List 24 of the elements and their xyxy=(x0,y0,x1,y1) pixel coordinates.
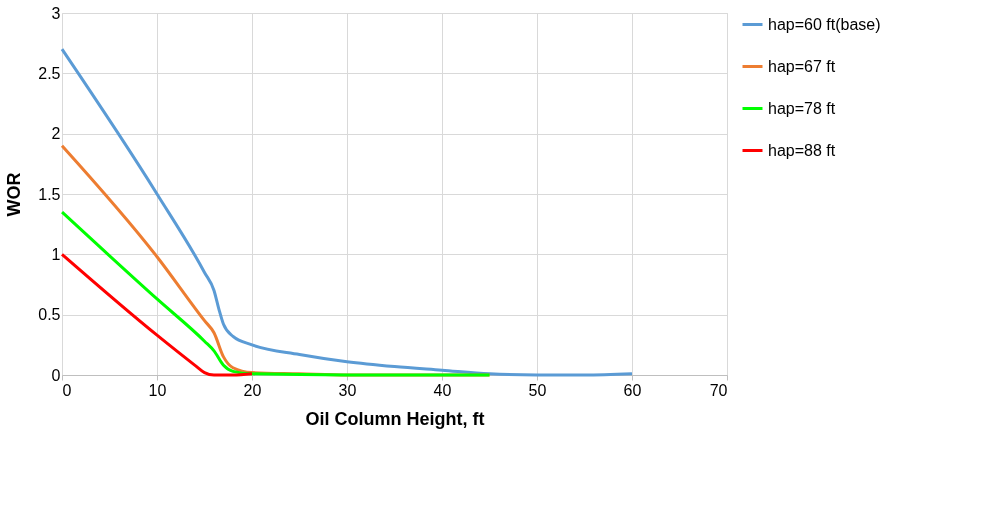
line-series xyxy=(60,210,491,377)
legend-label: hap=78 ft xyxy=(768,99,836,117)
x-tick-label: 30 xyxy=(338,381,357,399)
x-tick-label: 40 xyxy=(433,381,452,399)
y-tick-label: 1.5 xyxy=(38,185,61,203)
line-series xyxy=(60,47,634,377)
y-tick-label: 2.5 xyxy=(38,64,61,82)
legend-label: hap=67 ft xyxy=(768,57,836,75)
legend-label: hap=60 ft(base) xyxy=(768,15,881,33)
legend-label: hap=88 ft xyxy=(768,141,836,159)
y-tick-label: 0 xyxy=(51,366,61,384)
y-tick-label: 0.5 xyxy=(38,306,61,324)
y-tick-label: 1 xyxy=(51,245,61,263)
line-series xyxy=(60,252,254,377)
x-tick-label: 10 xyxy=(148,381,167,399)
x-tick-label: 50 xyxy=(528,381,547,399)
y-tick-label: 3 xyxy=(51,4,61,22)
y-axis-title: WOR xyxy=(4,172,25,217)
x-tick-label: 0 xyxy=(62,381,72,399)
x-tick-label: 70 xyxy=(709,381,728,399)
x-axis-title: Oil Column Height, ft xyxy=(305,408,485,429)
y-tick-label: 2 xyxy=(51,125,61,143)
x-tick-label: 20 xyxy=(243,381,262,399)
x-tick-label: 60 xyxy=(623,381,642,399)
